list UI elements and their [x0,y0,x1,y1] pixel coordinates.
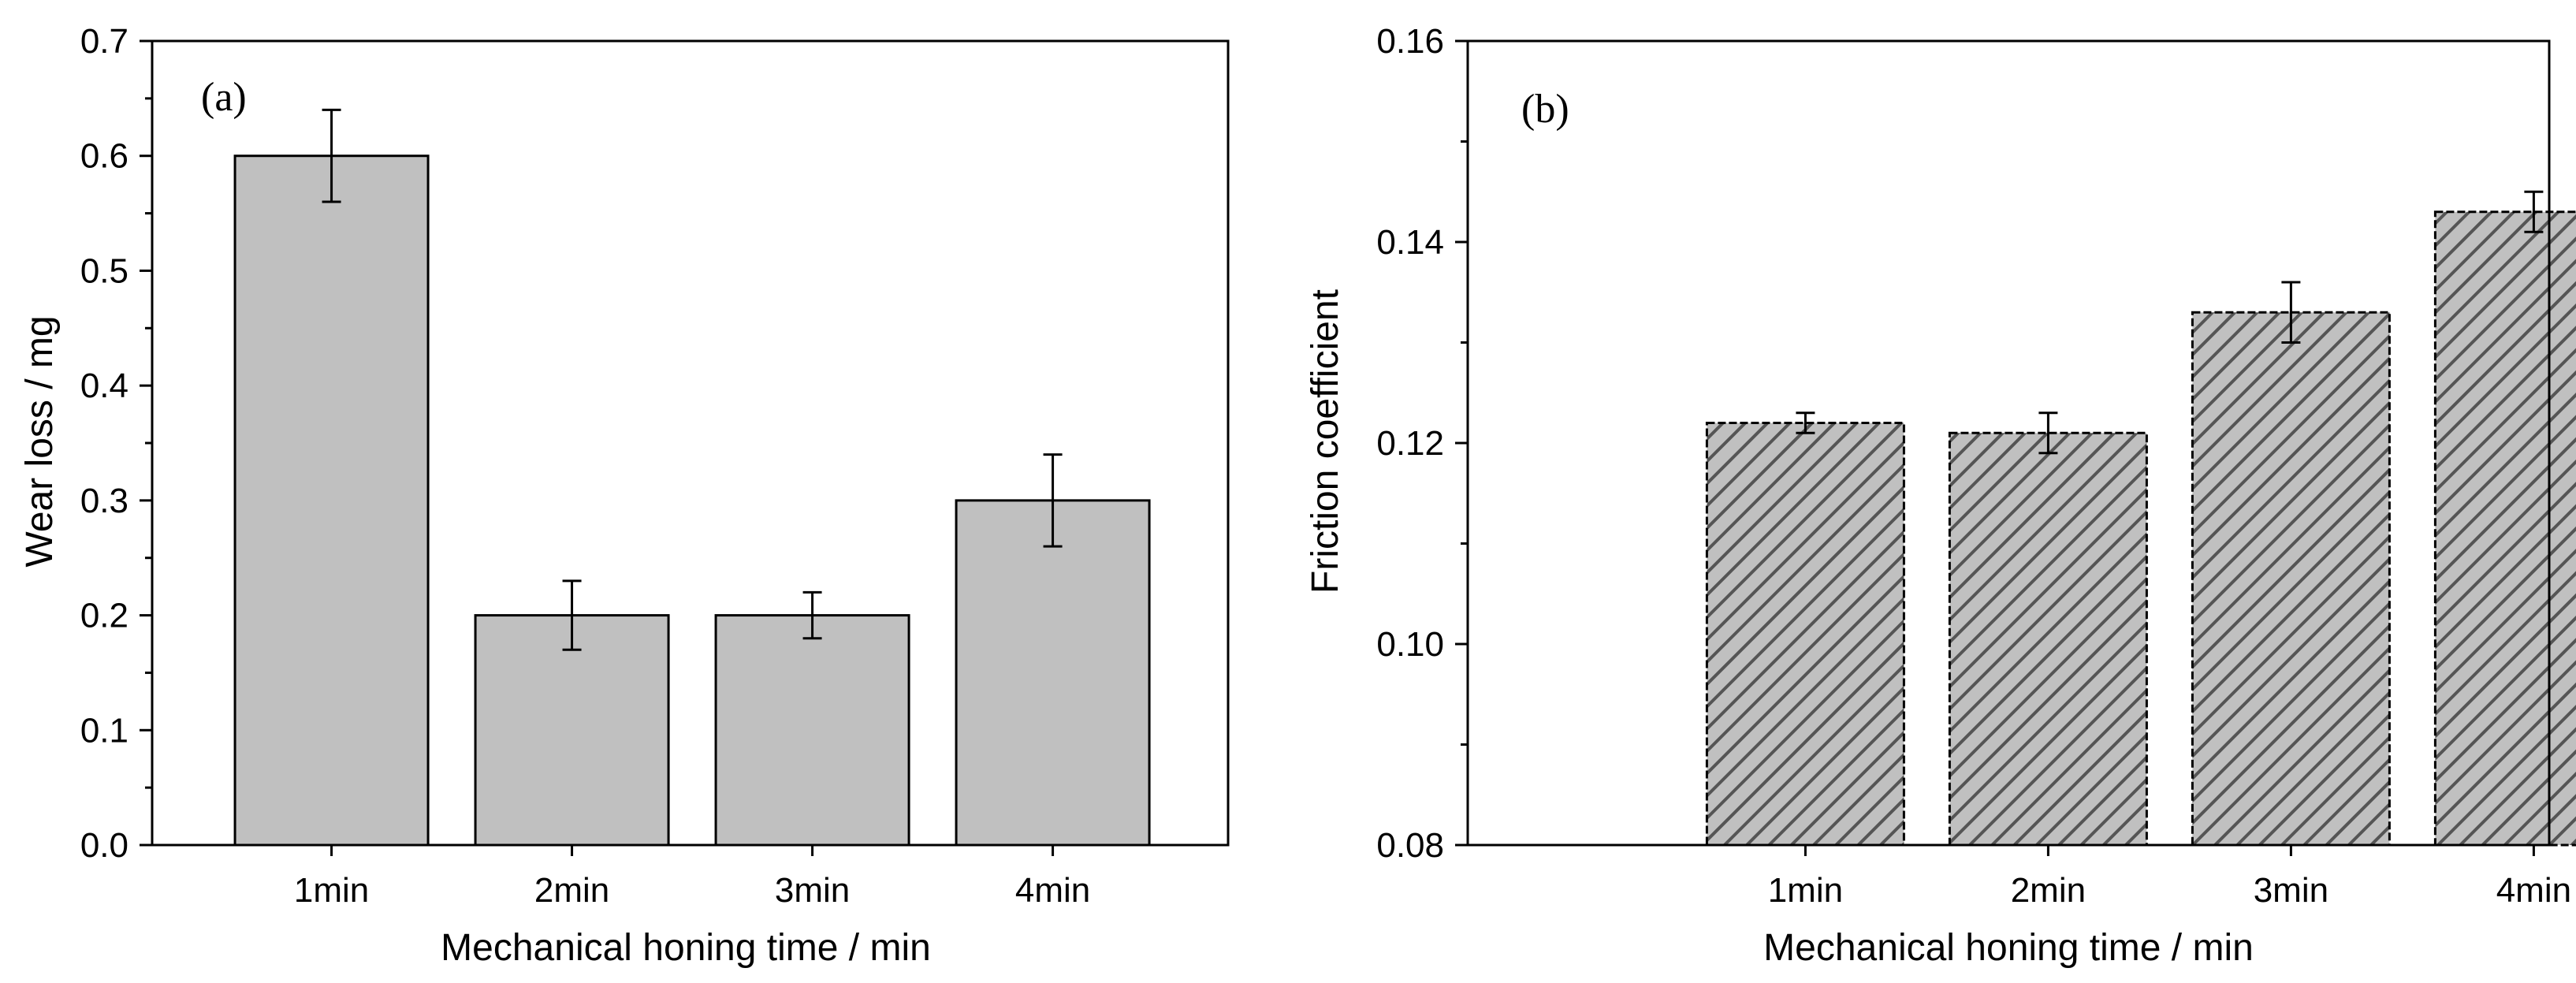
error-bar-1min [322,108,341,203]
error-bar-4min [1043,453,1063,548]
bar-3min [714,614,910,847]
chart-a-x-axis: 1min 2min 3min 4min [294,845,1090,910]
y-tick-label: 0.10 [1376,625,1444,664]
error-bar-2min [562,579,582,651]
bar-4min [2433,210,2576,847]
error-bar-3min [802,590,822,640]
chart-b-x-axis: 1min 2min 3min 4min [1768,845,2571,910]
error-bar-1min [1796,411,1815,434]
chart-a-error-bars [322,108,1063,651]
bar-2min [474,614,670,847]
bar-2min [1948,431,2148,847]
chart-b-x-axis-title: Mechanical honing time / min [1763,927,2254,969]
bar-1min [233,155,430,847]
x-tick-label: 4min [2496,871,2571,910]
error-bar-2min [2038,411,2058,455]
chart-b-bars [1705,210,2576,847]
chart-b-y-axis-title: Friction coefficient [1305,289,1346,594]
y-tick-label: 0.1 [80,711,128,750]
x-tick-label: 4min [1015,871,1090,910]
x-tick-label: 1min [1768,871,1843,910]
x-tick-label: 2min [534,871,609,910]
x-tick-label: 1min [294,871,369,910]
y-tick-label: 0.14 [1376,223,1444,262]
y-tick-label: 0.16 [1376,22,1444,61]
y-tick-label: 0.12 [1376,424,1444,463]
error-bar-4min [2524,190,2544,233]
chart-a-y-axis: 0.0 0.1 0.2 0.3 0.4 0.5 0.6 0.7 [80,22,152,865]
y-tick-label: 0.6 [80,137,128,176]
chart-a-bars [233,155,1151,847]
chart-a-y-axis-title: Wear loss / mg [19,315,61,567]
error-bar-3min [2281,281,2301,344]
y-tick-label: 0.4 [80,367,128,405]
chart-b-error-bars [1796,190,2544,455]
y-tick-label: 0.7 [80,22,128,61]
chart-b: 0.08 0.10 0.12 0.14 0.16 1min 2min 3min 4min (b… [1305,22,2576,969]
chart-a: 0.0 0.1 0.2 0.3 0.4 0.5 0.6 0.7 1min 2min 3min 4mi… [19,22,1230,969]
y-tick-label: 0.2 [80,597,128,635]
bar-3min [2191,311,2391,847]
x-tick-label: 3min [2254,871,2328,910]
chart-b-panel-label: (b) [1521,87,1569,132]
chart-a-x-axis-title: Mechanical honing time / min [441,927,931,969]
x-tick-label: 3min [775,871,850,910]
y-tick-label: 0.08 [1376,826,1444,865]
y-tick-label: 0.5 [80,251,128,290]
x-tick-label: 2min [2011,871,2086,910]
bar-1min [1705,422,1905,847]
y-tick-label: 0.3 [80,482,128,520]
y-tick-label: 0.0 [80,826,128,865]
chart-a-panel-label: (a) [201,75,247,120]
bar-4min [955,499,1151,847]
chart-b-y-axis: 0.08 0.10 0.12 0.14 0.16 [1376,22,1468,865]
